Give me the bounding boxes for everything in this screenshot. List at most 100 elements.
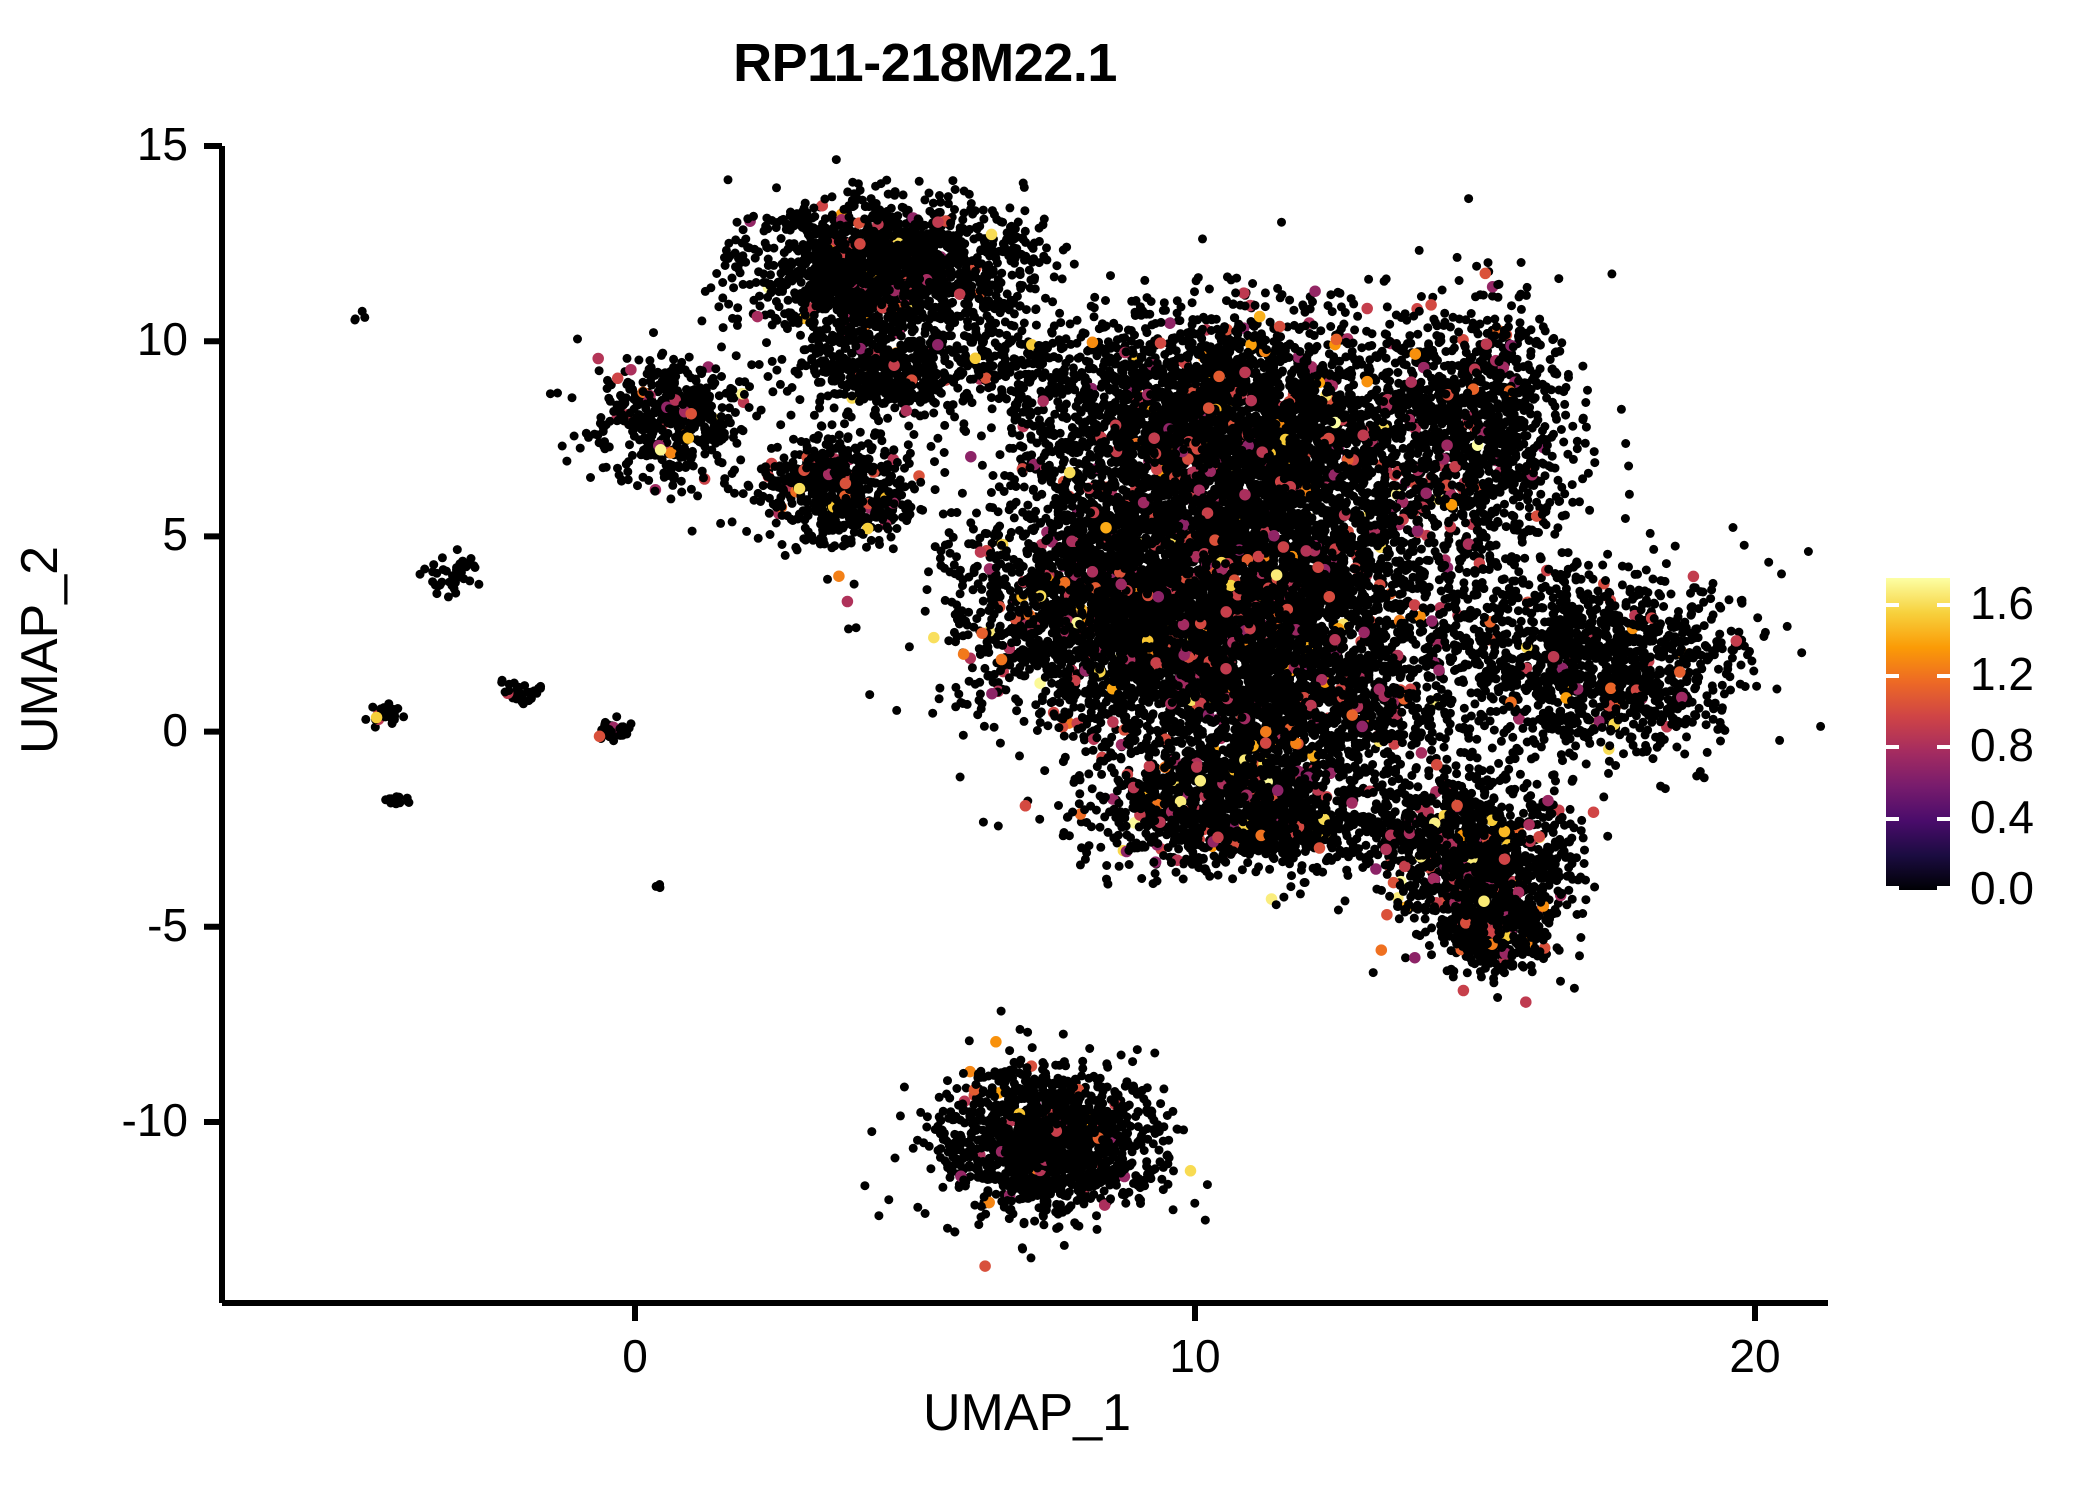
scatter-point [841, 227, 851, 237]
scatter-point [949, 255, 959, 264]
scatter-point [1056, 318, 1066, 328]
scatter-point [717, 434, 727, 444]
scatter-point [855, 461, 864, 471]
scatter-point [900, 299, 910, 309]
scatter-point [573, 334, 582, 344]
scatter-point [1385, 319, 1395, 329]
scatter-point [728, 313, 737, 323]
scatter-point [999, 241, 1009, 251]
scatter-point [638, 387, 648, 396]
scatter-point [825, 246, 835, 256]
scatter-point [684, 352, 694, 362]
scatter-point [729, 283, 739, 293]
scatter-point [933, 384, 943, 394]
scatter-point [917, 252, 927, 262]
scatter-point [774, 302, 784, 312]
scatter-point [787, 498, 797, 508]
scatter-point [724, 238, 734, 248]
scatter-point [649, 328, 658, 338]
scatter-point [951, 238, 960, 248]
scatter-point [895, 260, 905, 270]
scatter-point [1154, 337, 1167, 349]
scatter-point [870, 409, 880, 419]
scatter-point [929, 408, 939, 418]
scatter-point [682, 385, 691, 394]
scatter-point [855, 427, 865, 437]
scatter-point [749, 295, 759, 305]
scatter-point [1005, 203, 1015, 213]
scatter-point [859, 394, 869, 404]
scatter-point [657, 424, 666, 434]
scatter-point [902, 280, 912, 290]
scatter-point [763, 224, 773, 234]
scatter-point [827, 192, 837, 202]
scatter-point [763, 254, 773, 264]
scatter-point [645, 432, 654, 442]
scatter-point [854, 238, 866, 250]
scatter-point [818, 344, 828, 354]
scatter-point [641, 404, 651, 414]
scatter-point [931, 276, 941, 286]
scatter-point [850, 479, 860, 489]
scatter-point [732, 320, 742, 330]
scatter-point [1009, 321, 1019, 331]
scatter-point [876, 479, 886, 489]
scatter-point [1045, 353, 1054, 363]
scatter-point [988, 471, 998, 480]
scatter-point [883, 189, 893, 199]
scatter-point [897, 245, 907, 255]
scatter-point [953, 353, 963, 363]
scatter-point [777, 540, 787, 549]
scatter-point [727, 273, 737, 283]
scatter-point [766, 309, 776, 319]
scatter-point [803, 230, 813, 240]
scatter-point [670, 365, 679, 375]
scatter-point [987, 268, 997, 278]
scatter-point [889, 445, 899, 455]
scatter-point [924, 188, 934, 198]
scatter-point [890, 488, 900, 498]
scatter-point [976, 245, 986, 255]
scatter-point [856, 317, 866, 327]
scatter-point [755, 301, 765, 311]
scatter-point [772, 442, 782, 452]
scatter-point [958, 215, 968, 225]
scatter-point [879, 495, 889, 505]
scatter-point [912, 358, 922, 368]
scatter-point [958, 223, 968, 233]
scatter-point [952, 341, 962, 351]
scatter-point [997, 268, 1007, 278]
scatter-point [943, 192, 953, 202]
scatter-point [869, 478, 878, 487]
scatter-point [985, 228, 998, 241]
scatter-point [989, 210, 999, 220]
scatter-point [1260, 288, 1270, 298]
scatter-point [829, 361, 838, 371]
scatter-point [889, 499, 899, 509]
scatter-point [1289, 320, 1299, 330]
scatter-point [833, 351, 843, 361]
scatter-point [984, 326, 994, 336]
scatter-point [998, 217, 1008, 227]
scatter-point [625, 440, 634, 450]
scatter-point [831, 266, 841, 276]
scatter-point [889, 353, 899, 363]
scatter-point [816, 421, 826, 431]
scatter-point [798, 256, 808, 266]
scatter-point [871, 199, 881, 208]
scatter-point [852, 360, 862, 370]
scatter-point [905, 448, 915, 458]
scatter-point [1101, 296, 1110, 305]
scatter-point [829, 403, 839, 413]
scatter-point [1020, 206, 1030, 216]
scatter-point [802, 497, 812, 507]
scatter-point [1069, 259, 1079, 269]
scatter-point [1013, 332, 1023, 342]
scatter-point [987, 280, 997, 290]
scatter-point [1437, 285, 1447, 295]
scatter-point [856, 528, 866, 538]
scatter-point [814, 504, 823, 514]
scatter-point [660, 368, 670, 378]
scatter-point [969, 333, 979, 343]
scatter-point [870, 500, 880, 510]
